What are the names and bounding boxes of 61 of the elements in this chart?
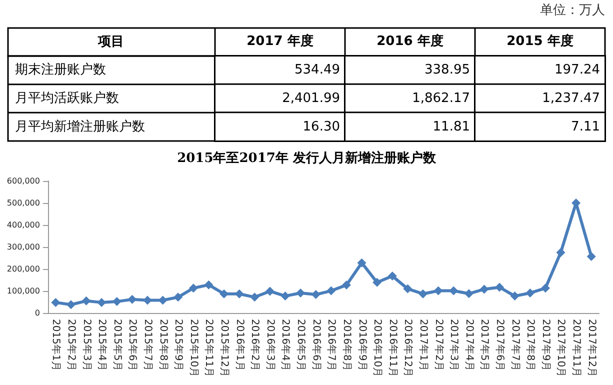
x-tick-label: 2017年9月 — [540, 319, 552, 371]
text: 单位：万人 — [540, 3, 605, 18]
x-tick-label: 2017年3月 — [448, 319, 460, 371]
x-tick-label: 2017年5月 — [478, 319, 491, 371]
x-tick-label: 2016年10月 — [372, 319, 384, 378]
data-label: 2,401.99 — [282, 91, 340, 106]
x-tick-label: 2015年1月 — [50, 319, 62, 371]
x-tick-label: 2015年4月 — [96, 319, 108, 371]
x-tick-label: 2017年10月 — [555, 319, 568, 378]
x-tick-label: 2016年12月 — [402, 319, 414, 378]
x-tick-label: 2016年2月 — [249, 319, 262, 371]
y-tick-label: 月平均新增注册账户数 — [15, 119, 145, 134]
y-tick-label: 400,000 — [6, 220, 40, 230]
x-tick-label: 2017年1月 — [417, 319, 430, 371]
y-tick-label: 300,000 — [6, 242, 40, 252]
x-tick-label: 2015年5月 — [111, 319, 124, 371]
x-tick-label: 2017年7月 — [509, 319, 522, 371]
x-tick-label: 2016 年度 — [376, 33, 444, 49]
x-tick-label: 2017年4月 — [463, 319, 476, 371]
data-label: 197.24 — [554, 62, 600, 78]
x-tick-label: 2015年8月 — [157, 319, 170, 371]
x-tick-label: 2015年3月 — [80, 319, 93, 371]
x-tick-label: 2016年6月 — [310, 319, 322, 371]
x-tick-label: 2015年7月 — [142, 319, 154, 371]
y-tick-label: 月平均活跃账户数 — [15, 91, 119, 106]
x-tick-label: 2016年7月 — [326, 319, 338, 371]
x-tick-label: 2017年2月 — [432, 319, 445, 371]
data-label: 338.95 — [424, 62, 470, 78]
data-label: 11.81 — [432, 119, 470, 134]
y-tick-label: 期末注册账户数 — [15, 62, 106, 78]
x-tick-label: 2017年11月 — [570, 319, 583, 378]
x-tick-label: 2016年3月 — [264, 319, 276, 371]
data-label: 1,862.17 — [412, 91, 470, 106]
x-tick-label: 2015年11月 — [203, 319, 216, 378]
data-label: 1,237.47 — [542, 91, 600, 106]
x-tick-label: 2015 年度 — [506, 33, 574, 49]
x-tick-label: 2017年12月 — [586, 319, 598, 378]
x-tick-label: 2015年6月 — [126, 319, 139, 371]
x-tick-label: 2017年6月 — [494, 319, 506, 371]
x-tick-label: 2016年11月 — [386, 319, 399, 378]
y-tick-label: 200,000 — [6, 264, 40, 274]
x-tick-label: 2017年8月 — [524, 319, 537, 371]
data-label: 534.49 — [294, 62, 340, 78]
x-tick-label: 2015年9月 — [172, 319, 185, 371]
x-tick-label: 2017 年度 — [246, 33, 314, 49]
x-tick-label: 2015年12月 — [218, 319, 231, 378]
y-tick-label: 500,000 — [6, 198, 40, 208]
y-tick-label: 600,000 — [6, 176, 40, 186]
y-axis-title: 项目 — [97, 34, 124, 50]
x-tick-label: 2016年1月 — [234, 319, 246, 371]
x-tick-label: 2016年8月 — [340, 319, 353, 371]
data-label: 7.11 — [571, 119, 600, 134]
x-tick-label: 2016年9月 — [356, 319, 368, 371]
x-tick-label: 2015年2月 — [65, 319, 78, 371]
chart-title: 2015年至2017年 发行人月新增注册账户数 — [177, 150, 437, 166]
data-label: 16.30 — [302, 119, 340, 134]
y-tick-label: 100,000 — [6, 286, 40, 296]
x-tick-label: 2015年10月 — [188, 319, 200, 378]
x-tick-label: 2016年5月 — [295, 319, 308, 371]
y-tick-label: 0 — [34, 308, 40, 318]
x-tick-label: 2016年4月 — [280, 319, 292, 371]
